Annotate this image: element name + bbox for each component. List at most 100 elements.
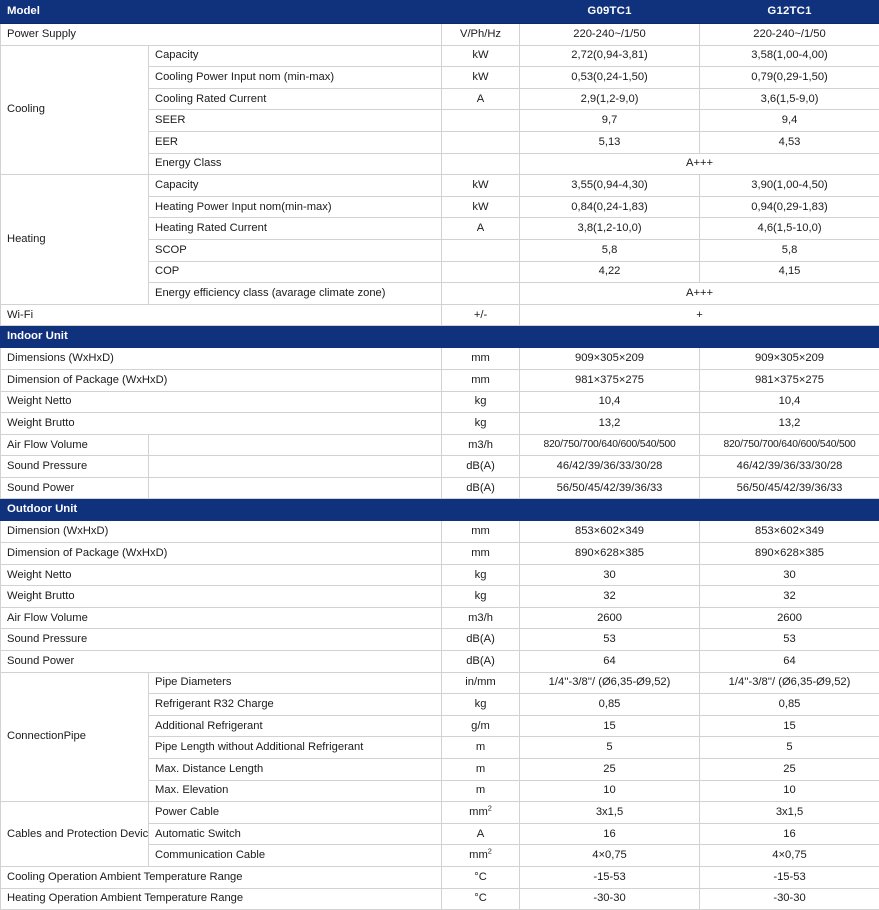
row-item-label: SEER <box>149 110 442 132</box>
unit-cell <box>442 283 520 305</box>
unit-cell: dB(A) <box>442 629 520 651</box>
value-cell-model-1: 4×0,75 <box>520 845 700 867</box>
unit-cell: °C <box>442 888 520 910</box>
value-cell-model-2: 3,90(1,00-4,50) <box>700 175 879 197</box>
row-item-label: Capacity <box>149 175 442 197</box>
value-cell-model-1: 10,4 <box>520 391 700 413</box>
row-label: Power Supply <box>1 24 442 46</box>
row-label: Heating Operation Ambient Temperature Ra… <box>1 888 442 910</box>
value-cell-model-2: 10,4 <box>700 391 879 413</box>
row-item-label: Energy Class <box>149 153 442 175</box>
row-subcell-empty <box>149 456 442 478</box>
row-label: Wi-Fi <box>1 304 442 326</box>
row-item-label: Refrigerant R32 Charge <box>149 694 442 716</box>
value-cell-model-2: 5,8 <box>700 239 879 261</box>
row-label: Weight Netto <box>1 564 442 586</box>
value-cell-model-2: 220-240~/1/50 <box>700 24 879 46</box>
value-cell-model-2: 4,15 <box>700 261 879 283</box>
value-cell-model-2: 820/750/700/640/600/540/500 <box>700 434 879 456</box>
row-item-label: Communication Cable <box>149 845 442 867</box>
value-cell-model-2: 13,2 <box>700 413 879 435</box>
row-item-label: Automatic Switch <box>149 823 442 845</box>
value-cell-model-2: 56/50/45/42/39/36/33 <box>700 477 879 499</box>
table-row: Cooling Operation Ambient Temperature Ra… <box>1 866 879 888</box>
row-label: Weight Netto <box>1 391 442 413</box>
value-cell-model-2: 909×305×209 <box>700 348 879 370</box>
value-cell-model-1: 3x1,5 <box>520 802 700 824</box>
value-cell-model-1: 0,85 <box>520 694 700 716</box>
value-cell-model-2: 3,58(1,00-4,00) <box>700 45 879 67</box>
unit-cell: A <box>442 88 520 110</box>
value-cell-model-1: 16 <box>520 823 700 845</box>
row-item-label: Additional Refrigerant <box>149 715 442 737</box>
unit-cell <box>442 110 520 132</box>
unit-cell: kW <box>442 196 520 218</box>
value-cell-model-1: -15-53 <box>520 866 700 888</box>
value-cell-model-1: 2,9(1,2-9,0) <box>520 88 700 110</box>
value-cell-model-1: 5,8 <box>520 239 700 261</box>
value-cell-model-2: 16 <box>700 823 879 845</box>
value-cell-model-2: 5 <box>700 737 879 759</box>
value-cell-model-1: 9,7 <box>520 110 700 132</box>
value-cell-model-1: 0,84(0,24-1,83) <box>520 196 700 218</box>
value-cell-merged: + <box>520 304 879 326</box>
value-cell-model-1: 5,13 <box>520 131 700 153</box>
value-cell-model-1: 820/750/700/640/600/540/500 <box>520 434 700 456</box>
value-cell-model-1: 909×305×209 <box>520 348 700 370</box>
value-cell-model-2: 53 <box>700 629 879 651</box>
value-cell-model-2: 3x1,5 <box>700 802 879 824</box>
section-band-label: Outdoor Unit <box>1 499 879 521</box>
value-cell-model-1: 3,55(0,94-4,30) <box>520 175 700 197</box>
row-label: Dimension of Package (WxHxD) <box>1 543 442 565</box>
unit-cell: +/- <box>442 304 520 326</box>
unit-cell: dB(A) <box>442 456 520 478</box>
value-cell-model-1: 25 <box>520 759 700 781</box>
section-band-label: Indoor Unit <box>1 326 879 348</box>
row-item-label: Heating Rated Current <box>149 218 442 240</box>
value-cell-model-2: 4×0,75 <box>700 845 879 867</box>
row-item-label: Pipe Length without Additional Refrigera… <box>149 737 442 759</box>
value-cell-model-2: 3,6(1,5-9,0) <box>700 88 879 110</box>
unit-cell: in/mm <box>442 672 520 694</box>
value-cell-model-1: 30 <box>520 564 700 586</box>
value-cell-model-1: 46/42/39/36/33/30/28 <box>520 456 700 478</box>
row-group-label: ConnectionPipe <box>1 672 149 802</box>
value-cell-model-2: 1/4''-3/8''/ (Ø6,35-Ø9,52) <box>700 672 879 694</box>
table-row: Wi-Fi+/-+ <box>1 304 879 326</box>
unit-cell: mm <box>442 521 520 543</box>
row-item-label: EER <box>149 131 442 153</box>
header-model-2: G12TC1 <box>700 1 879 24</box>
value-cell-model-1: 5 <box>520 737 700 759</box>
unit-cell: mm2 <box>442 845 520 867</box>
value-cell-model-1: 2600 <box>520 607 700 629</box>
unit-cell: m3/h <box>442 434 520 456</box>
value-cell-model-1: 64 <box>520 651 700 673</box>
value-cell-model-1: 13,2 <box>520 413 700 435</box>
value-cell-model-1: 15 <box>520 715 700 737</box>
value-cell-model-2: 0,79(0,29-1,50) <box>700 67 879 89</box>
unit-cell <box>442 261 520 283</box>
row-item-label: COP <box>149 261 442 283</box>
row-label: Air Flow Volume <box>1 607 442 629</box>
value-cell-model-1: 853×602×349 <box>520 521 700 543</box>
unit-cell <box>442 153 520 175</box>
row-label: Dimension (WxHxD) <box>1 521 442 543</box>
unit-cell: A <box>442 218 520 240</box>
table-row: Heating Operation Ambient Temperature Ra… <box>1 888 879 910</box>
value-cell-model-2: 4,6(1,5-10,0) <box>700 218 879 240</box>
value-cell-model-2: 981×375×275 <box>700 369 879 391</box>
row-label: Air Flow Volume <box>1 434 149 456</box>
unit-cell: m <box>442 759 520 781</box>
unit-cell: m3/h <box>442 607 520 629</box>
row-group-label: Heating <box>1 175 149 305</box>
value-cell-model-2: -15-53 <box>700 866 879 888</box>
unit-cell <box>442 239 520 261</box>
unit-cell: kg <box>442 694 520 716</box>
unit-cell: kW <box>442 175 520 197</box>
